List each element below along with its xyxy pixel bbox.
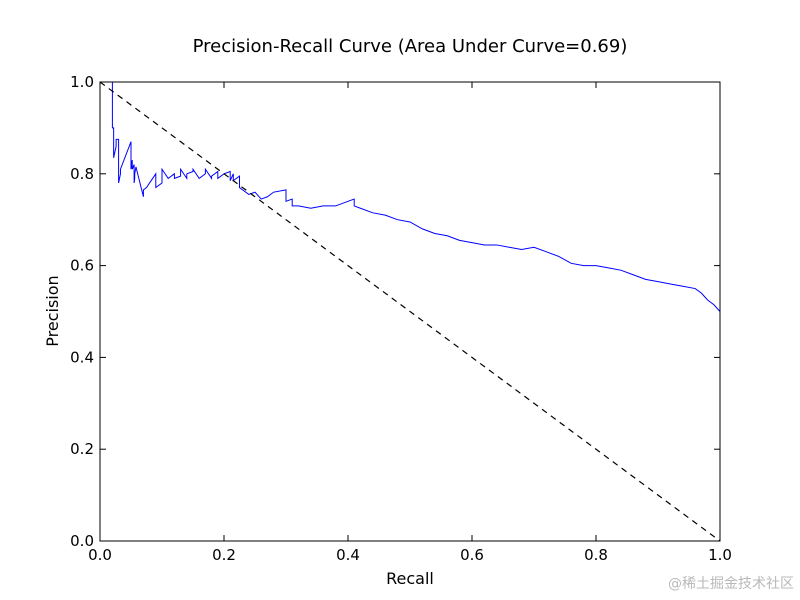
x-tick-label: 0.6 [460, 546, 484, 564]
y-axis-label: Precision [43, 275, 62, 346]
x-tick-label: 0.2 [212, 546, 236, 564]
y-tick-label: 0.8 [70, 165, 94, 183]
x-axis-label: Recall [386, 569, 434, 588]
watermark-text: @稀土掘金技术社区 [668, 576, 794, 592]
chart-title: Precision-Recall Curve (Area Under Curve… [193, 36, 628, 57]
y-axis: 0.0 0.2 0.4 0.6 0.8 1.0 [70, 73, 720, 550]
baseline-dashed-line [99, 81, 721, 542]
plot-area [99, 81, 721, 542]
y-tick-label: 0.0 [70, 532, 94, 550]
x-axis: 0.0 0.2 0.4 0.6 0.8 1.0 [88, 82, 732, 564]
x-tick-label: 1.0 [708, 546, 732, 564]
pr-curve-line [100, 81, 721, 312]
y-tick-label: 0.2 [70, 440, 94, 458]
y-tick-label: 0.4 [70, 348, 94, 366]
y-tick-label: 1.0 [70, 73, 94, 91]
x-tick-label: 0.4 [336, 546, 360, 564]
x-tick-label: 0.0 [88, 546, 112, 564]
axes-frame [99, 81, 721, 542]
x-tick-label: 0.8 [584, 546, 608, 564]
y-tick-label: 0.6 [70, 257, 94, 275]
